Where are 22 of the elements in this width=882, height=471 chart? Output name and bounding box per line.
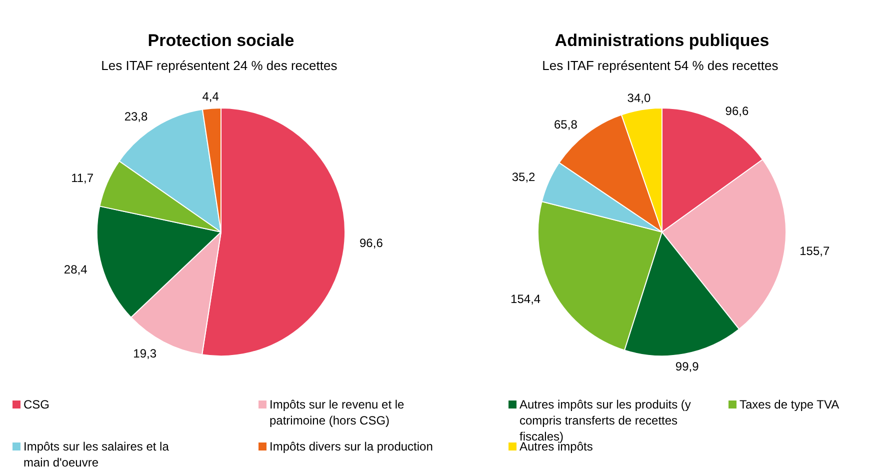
- data-label: 4,4: [202, 89, 220, 104]
- legend-label: Impôts sur les salaires et la main d'oeuvre: [24, 440, 170, 470]
- chart-subtitle: Les ITAF représentent 54 % des recettes: [542, 58, 779, 73]
- legend-label: Taxes de type TVA: [740, 398, 840, 412]
- legend-label: Impôts sur le revenu et le patrimoine (hors CSG): [270, 398, 405, 428]
- data-label: 99,9: [675, 360, 700, 374]
- data-label: 28,4: [64, 262, 88, 277]
- data-label: 34,0: [627, 90, 651, 105]
- data-label: 23,8: [124, 110, 148, 124]
- chart-subtitle: Les ITAF représentent 24 % des recettes: [101, 58, 338, 73]
- data-label: 65,8: [554, 117, 578, 132]
- data-label: 96,6: [725, 104, 749, 118]
- data-label: 19,3: [133, 346, 157, 360]
- data-label: 11,7: [71, 171, 94, 186]
- legend-label: CSG: [24, 398, 50, 412]
- data-label: 96,6: [360, 236, 384, 250]
- data-label: 154,4: [510, 292, 541, 306]
- data-label: 155,7: [800, 244, 830, 258]
- data-label: 35,2: [512, 170, 536, 184]
- legend-label: Impôts divers sur la production: [270, 440, 433, 454]
- chart-title: Administrations publiques: [554, 30, 770, 50]
- chart-title: Protection sociale: [148, 30, 294, 50]
